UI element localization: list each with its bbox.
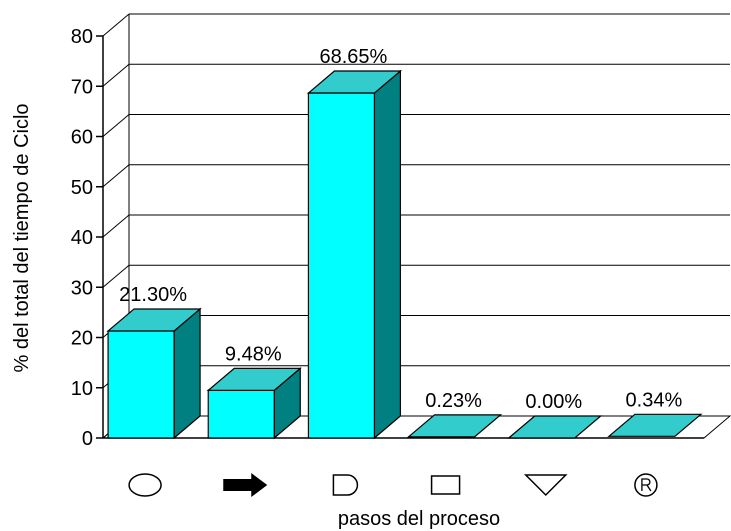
data-label: 9.48% — [225, 343, 282, 365]
square-icon — [430, 475, 461, 495]
registered-r-icon — [634, 473, 658, 497]
category-icons — [128, 473, 658, 497]
x-axis-title: pasos del proceso — [338, 508, 500, 530]
y-tick-label: 20 — [71, 328, 93, 350]
bar-top — [507, 415, 603, 439]
arrow-right-icon — [223, 473, 268, 497]
axis-layer: 0 10 20 30 40 50 60 70 80 — [71, 26, 704, 450]
bar-1 — [106, 307, 202, 440]
bar-top — [106, 308, 202, 332]
bar-6 — [607, 413, 703, 437]
delay-d-icon — [332, 474, 359, 496]
gridline-side — [102, 63, 130, 87]
data-label: 0.23% — [425, 390, 482, 412]
bar-5 — [507, 415, 603, 439]
bar-top — [206, 367, 302, 391]
y-tick-label: 40 — [71, 227, 93, 249]
bar-3 — [306, 69, 403, 440]
bar-front — [207, 389, 275, 439]
y-axis-title: % del total del tiempo de Ciclo — [11, 103, 33, 372]
y-tick-label: 0 — [82, 428, 93, 450]
bar-4 — [406, 414, 503, 438]
bar-layer — [106, 69, 703, 440]
bar-2 — [206, 367, 302, 440]
gridline-side — [102, 114, 130, 137]
data-label: 0.00% — [525, 391, 582, 413]
y-tick-label: 60 — [71, 127, 93, 149]
gridline-side — [102, 13, 130, 37]
data-label: 0.34% — [626, 389, 683, 411]
y-tick-label: 80 — [71, 26, 93, 48]
bar-side — [373, 69, 402, 440]
bar-top — [306, 70, 403, 94]
data-label: 21.30% — [119, 284, 187, 306]
bar-front — [307, 92, 376, 439]
gridline-side — [102, 264, 130, 288]
gridline-side — [102, 164, 130, 188]
circle-icon — [128, 473, 162, 497]
bar-front — [107, 330, 175, 439]
triangle-down-icon — [523, 474, 568, 497]
gridline-side — [102, 214, 130, 238]
y-tick-label: 50 — [71, 177, 93, 199]
y-tick-label: 30 — [71, 277, 93, 299]
bar-top — [406, 414, 503, 438]
label-layer: 21.30% 9.48% 68.65% 0.23% 0.00% 0.34% — [119, 46, 682, 413]
data-label: 68.65% — [319, 46, 387, 68]
y-tick-label: 10 — [71, 378, 93, 400]
y-tick-label: 70 — [71, 76, 93, 98]
bar-top — [607, 413, 703, 437]
